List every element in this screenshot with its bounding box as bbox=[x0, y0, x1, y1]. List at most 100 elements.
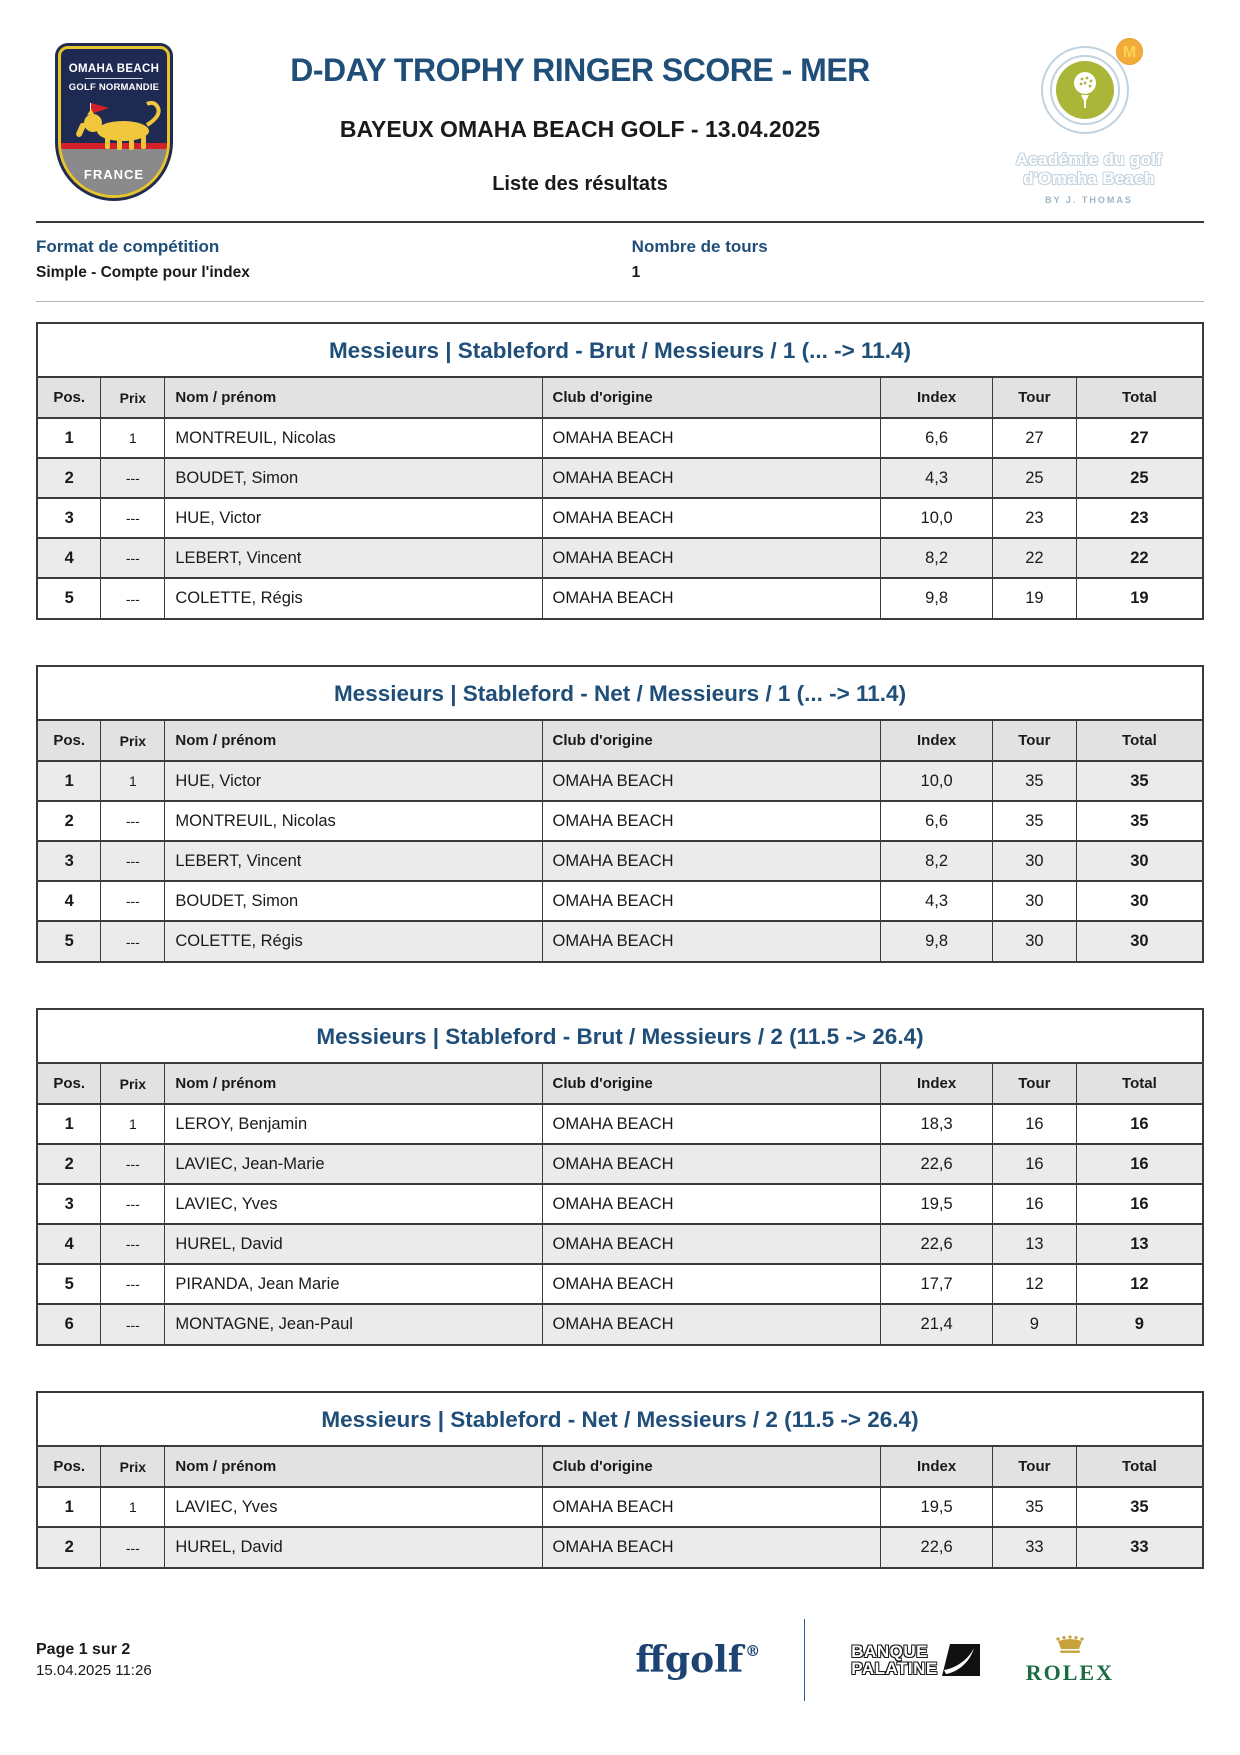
prize-cell: --- bbox=[100, 1527, 165, 1567]
sponsor-divider bbox=[804, 1619, 806, 1701]
badge-red-stripe bbox=[61, 143, 167, 149]
table-row: 4 --- BOUDET, Simon OMAHA BEACH 4,3 30 30 bbox=[38, 881, 1202, 921]
name-cell: MONTREUIL, Nicolas bbox=[164, 418, 542, 458]
index-cell: 6,6 bbox=[880, 418, 993, 458]
format-value: Simple - Compte pour l'index bbox=[36, 264, 250, 281]
pos-cell: 3 bbox=[64, 851, 74, 870]
name-cell: LEROY, Benjamin bbox=[164, 1104, 542, 1144]
table-row: 2 --- HUREL, David OMAHA BEACH 22,6 33 33 bbox=[38, 1527, 1202, 1567]
round-cell: 16 bbox=[991, 1104, 1077, 1144]
column-header: Nom / prénom bbox=[164, 1447, 542, 1487]
academy-emblem: M bbox=[1041, 38, 1143, 142]
table-row: 3 --- LAVIEC, Yves OMAHA BEACH 19,5 16 16 bbox=[38, 1184, 1202, 1224]
club-cell: OMAHA BEACH bbox=[541, 458, 881, 498]
document-title: D-DAY TROPHY RINGER SCORE - MER bbox=[290, 52, 870, 88]
total-cell: 33 bbox=[1075, 1527, 1202, 1567]
rounds-value: 1 bbox=[631, 264, 641, 281]
badge-gray-base bbox=[61, 149, 167, 195]
banque-swoosh-icon bbox=[941, 1644, 980, 1676]
academy-name-line1: Académie du golf bbox=[1015, 150, 1163, 169]
banque-palatine-logo: BANQUE PALATINE bbox=[851, 1642, 980, 1677]
table-header-row: Pos. Prix Nom / prénom Club d'origine Index T… bbox=[38, 1447, 1202, 1487]
table-title: Messieurs | Stableford - Net / Messieurs… bbox=[38, 667, 1202, 721]
prize-cell: --- bbox=[100, 578, 165, 618]
pos-cell: 5 bbox=[64, 589, 74, 607]
name-cell: LAVIEC, Jean-Marie bbox=[164, 1144, 542, 1184]
round-cell: 13 bbox=[991, 1224, 1077, 1264]
round-cell: 33 bbox=[991, 1527, 1077, 1567]
pos-cell: 4 bbox=[64, 1234, 74, 1253]
table-row: 1 1 HUE, Victor OMAHA BEACH 10,0 35 35 bbox=[38, 761, 1202, 801]
index-cell: 4,3 bbox=[880, 458, 993, 498]
round-cell: 16 bbox=[991, 1144, 1077, 1184]
index-cell: 18,3 bbox=[880, 1104, 993, 1144]
index-cell: 9,8 bbox=[880, 578, 993, 618]
table-row: 6 --- MONTAGNE, Jean-Paul OMAHA BEACH 21,4 9 9 bbox=[38, 1304, 1202, 1344]
club-cell: OMAHA BEACH bbox=[541, 538, 881, 578]
pos-cell: 6 bbox=[64, 1315, 74, 1333]
club-cell: OMAHA BEACH bbox=[541, 1527, 881, 1567]
pos-cell: 2 bbox=[64, 1154, 74, 1173]
index-cell: 22,6 bbox=[880, 1224, 993, 1264]
column-header: Tour bbox=[991, 721, 1077, 761]
table-row: 4 --- HUREL, David OMAHA BEACH 22,6 13 13 bbox=[38, 1224, 1202, 1264]
club-cell: OMAHA BEACH bbox=[541, 881, 881, 921]
name-cell: HUE, Victor bbox=[164, 761, 542, 801]
total-cell: 30 bbox=[1075, 841, 1202, 881]
column-header: Total bbox=[1075, 721, 1202, 761]
name-cell: COLETTE, Régis bbox=[164, 578, 542, 618]
column-header: Nom / prénom bbox=[164, 1064, 542, 1104]
lion-flag-icon bbox=[76, 101, 161, 150]
pos-cell: 4 bbox=[64, 891, 74, 910]
name-cell: BOUDET, Simon bbox=[164, 881, 542, 921]
table-row: 1 1 LAVIEC, Yves OMAHA BEACH 19,5 35 35 bbox=[38, 1487, 1202, 1527]
prize-cell: --- bbox=[100, 1264, 165, 1304]
club-cell: OMAHA BEACH bbox=[541, 1144, 881, 1184]
index-cell: 10,0 bbox=[880, 498, 993, 538]
column-header: Index bbox=[880, 1064, 993, 1104]
round-cell: 35 bbox=[991, 761, 1077, 801]
page-number: Page 1 sur 2 bbox=[36, 1641, 131, 1658]
club-cell: OMAHA BEACH bbox=[541, 841, 881, 881]
column-header: Prix bbox=[100, 1064, 165, 1104]
total-cell: 19 bbox=[1075, 578, 1202, 618]
index-cell: 10,0 bbox=[880, 761, 993, 801]
total-cell: 16 bbox=[1075, 1104, 1202, 1144]
club-cell: OMAHA BEACH bbox=[541, 1264, 881, 1304]
total-cell: 30 bbox=[1075, 881, 1202, 921]
prize-cell: --- bbox=[100, 1224, 165, 1264]
index-cell: 9,8 bbox=[880, 921, 993, 961]
table-header-row: Pos. Prix Nom / prénom Club d'origine Index T… bbox=[38, 378, 1202, 418]
prize-cell: --- bbox=[100, 881, 165, 921]
round-cell: 9 bbox=[991, 1304, 1077, 1344]
name-cell: HUE, Victor bbox=[164, 498, 542, 538]
banque-line1: BANQUE bbox=[851, 1642, 928, 1661]
academy-name-line2: d'Omaha Beach bbox=[1023, 169, 1155, 188]
document-subtitle: BAYEUX OMAHA BEACH GOLF - 13.04.2025 bbox=[339, 116, 821, 142]
column-header: Club d'origine bbox=[541, 1064, 881, 1104]
total-cell: 35 bbox=[1075, 1487, 1202, 1527]
round-cell: 35 bbox=[991, 801, 1077, 841]
table-row: 3 --- LEBERT, Vincent OMAHA BEACH 8,2 30 30 bbox=[38, 841, 1202, 881]
table-header-row: Pos. Prix Nom / prénom Club d'origine Index T… bbox=[38, 1064, 1202, 1104]
club-cell: OMAHA BEACH bbox=[541, 578, 881, 618]
column-header: Pos. bbox=[38, 1447, 101, 1487]
index-cell: 6,6 bbox=[880, 801, 993, 841]
prize-cell: --- bbox=[100, 498, 165, 538]
column-header: Nom / prénom bbox=[164, 378, 542, 418]
column-header: Club d'origine bbox=[541, 1447, 881, 1487]
badge-country: FRANCE bbox=[83, 167, 145, 182]
table-row: 3 --- HUE, Victor OMAHA BEACH 10,0 23 23 bbox=[38, 498, 1202, 538]
ffgolf-logo: ffgolf ® bbox=[635, 1639, 761, 1681]
club-cell: OMAHA BEACH bbox=[541, 1487, 881, 1527]
academy-logo: M Académie du golf d'Omaha Beach BY J. T… bbox=[974, 38, 1204, 205]
club-cell: OMAHA BEACH bbox=[541, 498, 881, 538]
badge-club-name: OMAHA BEACH bbox=[61, 63, 167, 79]
total-cell: 22 bbox=[1075, 538, 1202, 578]
index-cell: 22,6 bbox=[880, 1527, 993, 1567]
name-cell: LAVIEC, Yves bbox=[164, 1184, 542, 1224]
index-cell: 4,3 bbox=[880, 881, 993, 921]
document-footer: Page 1 sur 2 15.04.2025 11:26 ffgolf ® BA… bbox=[36, 1619, 1204, 1727]
mcdonalds-m-badge: M bbox=[1116, 38, 1143, 65]
index-cell: 8,2 bbox=[880, 841, 993, 881]
